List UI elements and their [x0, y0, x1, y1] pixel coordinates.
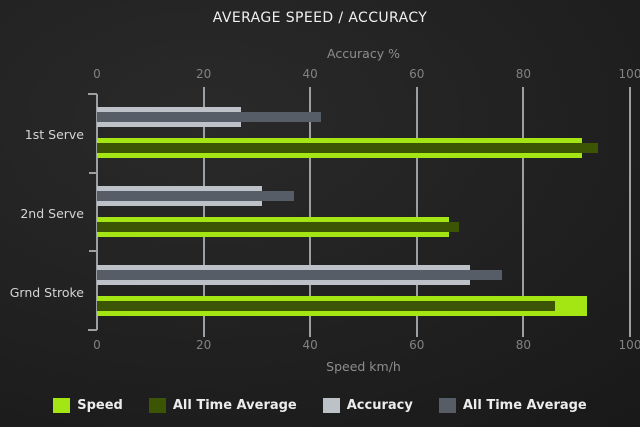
y-axis-top-cap — [88, 93, 97, 95]
y-axis-bottom-cap — [88, 329, 97, 331]
bottom-tick-label-20: 20 — [195, 338, 212, 352]
bottom-tick-40 — [309, 330, 312, 337]
legend-label-3: All Time Average — [462, 398, 587, 413]
bar-speed_all_time_average-0 — [97, 143, 599, 153]
top-tick-100 — [629, 87, 631, 94]
gridline-100 — [629, 94, 631, 330]
bottom-tick-label-100: 100 — [618, 338, 640, 352]
category-separator-tick-2 — [89, 250, 97, 253]
bottom-tick-label-60: 60 — [409, 338, 425, 352]
legend-label-2: Accuracy — [346, 398, 413, 413]
legend-item-1: All Time Average — [148, 398, 297, 413]
legend-item-0: Speed — [53, 398, 123, 413]
gridline-80 — [522, 94, 525, 330]
top-tick-label-40: 40 — [302, 67, 318, 81]
gridline-40 — [309, 94, 312, 330]
bottom-tick-label-40: 40 — [302, 338, 318, 352]
category-label-0: 1st Serve — [24, 127, 84, 142]
category-label-1: 2nd Serve — [20, 206, 84, 221]
top-tick-label-100: 100 — [618, 67, 640, 81]
bar-accuracy_all_time_average-1 — [97, 191, 295, 201]
top-tick-label-80: 80 — [515, 67, 532, 81]
bottom-tick-label-0: 0 — [93, 338, 101, 352]
y-axis-line — [96, 94, 98, 330]
bottom-tick-60 — [415, 330, 418, 337]
top-tick-20 — [202, 87, 205, 94]
bottom-tick-label-80: 80 — [515, 338, 532, 352]
bar-speed_all_time_average-1 — [97, 222, 460, 232]
legend: Speed All Time Average Accuracy All Time Av… — [0, 398, 640, 413]
legend-swatch-3 — [438, 398, 456, 413]
gridline-20 — [202, 94, 205, 330]
category-separator-tick-1 — [89, 171, 97, 174]
bottom-tick-80 — [522, 330, 525, 337]
chart-title: AVERAGE SPEED / ACCURACY — [212, 10, 428, 26]
bottom-tick-100 — [629, 330, 631, 337]
top-tick-80 — [522, 87, 525, 94]
category-label-2: Grnd Stroke — [9, 285, 84, 300]
top-axis-title: Accuracy % — [327, 46, 400, 61]
gridline-60 — [415, 94, 418, 330]
bar-speed_all_time_average-2 — [97, 301, 556, 311]
bar-accuracy_all_time_average-0 — [97, 112, 321, 122]
top-tick-60 — [415, 87, 418, 94]
legend-swatch-1 — [148, 398, 166, 413]
legend-item-2: Accuracy — [322, 398, 413, 413]
top-tick-label-60: 60 — [409, 67, 425, 81]
bar-accuracy_all_time_average-2 — [97, 270, 503, 280]
legend-label-0: Speed — [77, 398, 123, 413]
legend-item-3: All Time Average — [438, 398, 587, 413]
bottom-tick-20 — [202, 330, 205, 337]
top-tick-label-0: 0 — [93, 67, 101, 81]
legend-label-1: All Time Average — [172, 398, 297, 413]
legend-swatch-2 — [322, 398, 340, 413]
legend-swatch-0 — [53, 398, 71, 413]
top-tick-40 — [309, 87, 312, 94]
bottom-axis-title: Speed km/h — [326, 359, 401, 374]
top-tick-label-20: 20 — [195, 67, 212, 81]
